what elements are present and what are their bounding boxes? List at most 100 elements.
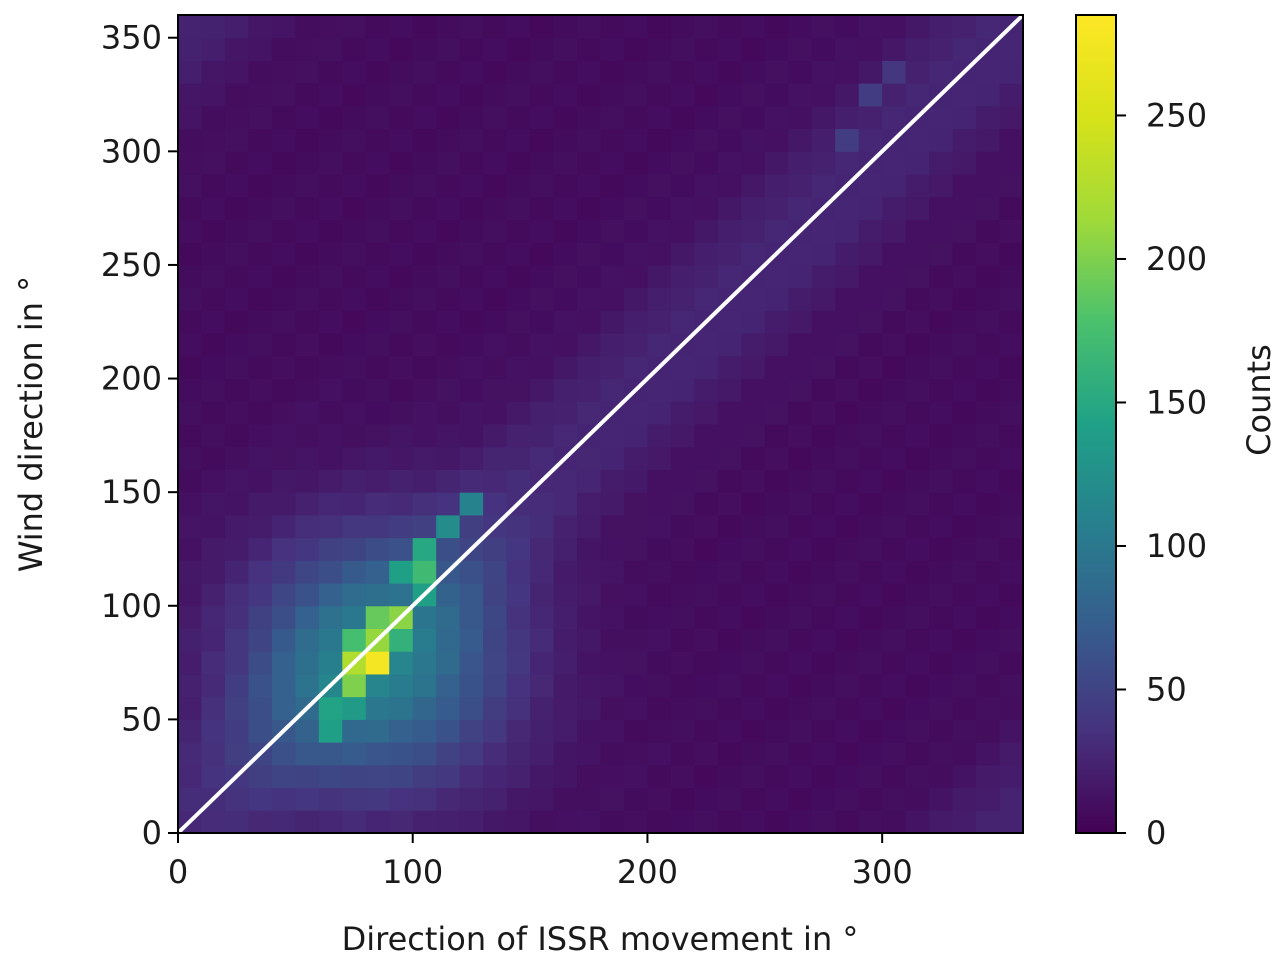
heatmap-cell [788, 151, 813, 175]
heatmap-cell [412, 764, 437, 789]
heatmap-cell [764, 492, 789, 516]
heatmap-cell [788, 719, 813, 743]
heatmap-cell [295, 128, 320, 152]
heatmap-cell [741, 60, 766, 84]
heatmap-cell [600, 764, 625, 789]
heatmap-cell [436, 583, 461, 607]
heatmap-cell [530, 60, 555, 84]
heatmap-cell [553, 15, 578, 39]
heatmap-cell [436, 628, 461, 652]
heatmap-cell [248, 333, 273, 357]
heatmap-cell [882, 37, 907, 61]
heatmap-cell [929, 60, 954, 84]
heatmap-cell [178, 514, 202, 539]
heatmap-cell [976, 264, 1001, 289]
heatmap-cell [201, 128, 226, 152]
heatmap-cell [365, 764, 390, 789]
heatmap-cell [788, 764, 813, 789]
heatmap-cell [741, 583, 766, 607]
heatmap-cell [976, 628, 1001, 652]
heatmap-cell [389, 446, 414, 470]
heatmap-cell [342, 469, 367, 493]
heatmap-cell [929, 355, 954, 380]
heatmap-cell [318, 605, 343, 629]
heatmap-cell [905, 287, 930, 311]
heatmap-cell [577, 764, 601, 789]
heatmap-cell [318, 651, 343, 675]
heatmap-cell [670, 128, 695, 152]
heatmap-cell [882, 696, 907, 720]
heatmap-cell [623, 424, 648, 448]
heatmap-cell [623, 492, 648, 516]
heatmap-cell [764, 469, 789, 493]
heatmap-cell [389, 219, 414, 243]
heatmap-cell [248, 719, 273, 743]
heatmap-cell [318, 424, 343, 448]
heatmap-cell [623, 469, 648, 493]
heatmap-cell [271, 469, 296, 493]
heatmap-cell [788, 378, 813, 402]
heatmap-cell [647, 287, 672, 311]
heatmap-cell [342, 105, 367, 130]
heatmap-cell [295, 83, 320, 107]
heatmap-cell [389, 401, 414, 425]
heatmap-cell [389, 673, 414, 698]
heatmap-cell [600, 287, 625, 311]
heatmap-cell [224, 401, 249, 425]
heatmap-cell [553, 378, 578, 402]
heatmap-cell [741, 401, 766, 425]
heatmap-cell [248, 378, 273, 402]
heatmap-cell [929, 514, 954, 539]
heatmap-cell [976, 583, 1001, 607]
heatmap-cell [483, 764, 508, 789]
heatmap-cell [999, 787, 1024, 811]
heatmap-cell [248, 219, 273, 243]
heatmap-cell [905, 719, 930, 743]
heatmap-cell [788, 287, 813, 311]
heatmap-cell [670, 310, 695, 334]
heatmap-cell [271, 628, 296, 652]
heatmap-cell [271, 37, 296, 61]
heatmap-cell [600, 560, 625, 584]
heatmap-cell [694, 651, 719, 675]
heatmap-cell [530, 105, 555, 130]
heatmap-cell [318, 537, 343, 561]
heatmap-cell [647, 60, 672, 84]
heatmap-cell [342, 764, 367, 789]
heatmap-cell [811, 787, 836, 811]
heatmap-cell [412, 287, 437, 311]
heatmap-cell [694, 242, 719, 266]
heatmap-cell [389, 174, 414, 198]
heatmap-cell [412, 128, 437, 152]
heatmap-cell [788, 196, 813, 220]
heatmap-cell [764, 219, 789, 243]
heatmap-cell [600, 583, 625, 607]
heatmap-cell [905, 583, 930, 607]
heatmap-cell [788, 492, 813, 516]
heatmap-cell [483, 696, 508, 720]
heatmap-cell [412, 810, 437, 834]
heatmap-cell [952, 810, 977, 834]
heatmap-cell [365, 264, 390, 289]
heatmap-cell [506, 673, 531, 698]
heatmap-cell [882, 424, 907, 448]
heatmap-cell [553, 628, 578, 652]
heatmap-cell [459, 128, 484, 152]
heatmap-cell [764, 424, 789, 448]
heatmap-cell [318, 196, 343, 220]
heatmap-cell [271, 242, 296, 266]
heatmap-cell [436, 151, 461, 175]
y-tick-label: 200 [101, 360, 162, 398]
heatmap-cell [365, 355, 390, 380]
heatmap-cell [764, 446, 789, 470]
heatmap-cell [976, 378, 1001, 402]
heatmap-cell [694, 537, 719, 561]
heatmap-cell [623, 196, 648, 220]
heatmap-cell [600, 424, 625, 448]
heatmap-cell [506, 151, 531, 175]
heatmap-cell [178, 764, 202, 789]
heatmap-cell [882, 787, 907, 811]
heatmap-cell [647, 446, 672, 470]
heatmap-cell [882, 446, 907, 470]
heatmap-cell [623, 174, 648, 198]
